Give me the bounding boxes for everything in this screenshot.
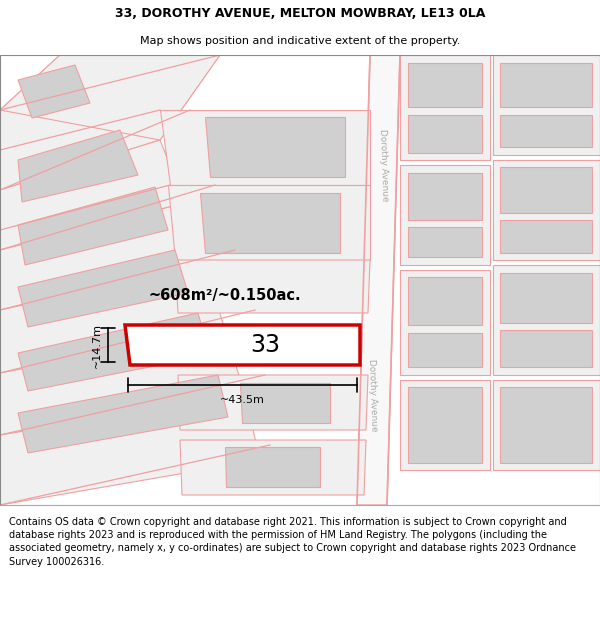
Polygon shape	[205, 117, 345, 177]
Polygon shape	[357, 55, 400, 505]
Polygon shape	[400, 55, 490, 160]
Polygon shape	[408, 277, 482, 325]
Text: Contains OS data © Crown copyright and database right 2021. This information is : Contains OS data © Crown copyright and d…	[9, 517, 576, 567]
Polygon shape	[408, 227, 482, 257]
Polygon shape	[125, 325, 360, 365]
Polygon shape	[500, 115, 592, 147]
Polygon shape	[500, 167, 592, 213]
Polygon shape	[408, 387, 482, 463]
Polygon shape	[493, 380, 600, 470]
Polygon shape	[160, 110, 370, 185]
Polygon shape	[400, 380, 490, 470]
Polygon shape	[0, 203, 205, 310]
Polygon shape	[0, 140, 185, 250]
Text: ~14.7m: ~14.7m	[92, 322, 102, 368]
Polygon shape	[408, 115, 482, 153]
Polygon shape	[500, 220, 592, 253]
Polygon shape	[0, 55, 220, 140]
Polygon shape	[178, 375, 368, 430]
Polygon shape	[493, 160, 600, 260]
Polygon shape	[493, 265, 600, 375]
Polygon shape	[0, 265, 225, 373]
Polygon shape	[400, 270, 490, 375]
Polygon shape	[168, 185, 370, 260]
Polygon shape	[18, 65, 90, 118]
Text: ~608m²/~0.150ac.: ~608m²/~0.150ac.	[148, 288, 301, 303]
Polygon shape	[400, 165, 490, 265]
Text: Dorothy Avenue: Dorothy Avenue	[367, 359, 379, 431]
Polygon shape	[18, 187, 168, 265]
Polygon shape	[225, 447, 320, 487]
Polygon shape	[500, 273, 592, 323]
Polygon shape	[0, 55, 220, 190]
Polygon shape	[18, 375, 228, 453]
Polygon shape	[18, 313, 210, 391]
Polygon shape	[180, 440, 366, 495]
Text: ~43.5m: ~43.5m	[220, 395, 265, 405]
Text: 33: 33	[250, 333, 280, 357]
Polygon shape	[0, 395, 260, 505]
Polygon shape	[18, 250, 188, 327]
Text: 33, DOROTHY AVENUE, MELTON MOWBRAY, LE13 0LA: 33, DOROTHY AVENUE, MELTON MOWBRAY, LE13…	[115, 8, 485, 20]
Polygon shape	[0, 330, 245, 435]
Polygon shape	[240, 383, 330, 423]
Polygon shape	[175, 260, 370, 313]
Polygon shape	[200, 193, 340, 253]
Polygon shape	[408, 173, 482, 220]
Polygon shape	[408, 333, 482, 367]
Polygon shape	[500, 330, 592, 367]
Polygon shape	[18, 130, 138, 202]
Polygon shape	[500, 63, 592, 107]
Polygon shape	[500, 387, 592, 463]
Polygon shape	[493, 55, 600, 155]
Text: Map shows position and indicative extent of the property.: Map shows position and indicative extent…	[140, 36, 460, 46]
Polygon shape	[408, 63, 482, 107]
Text: Dorothy Avenue: Dorothy Avenue	[378, 129, 390, 201]
